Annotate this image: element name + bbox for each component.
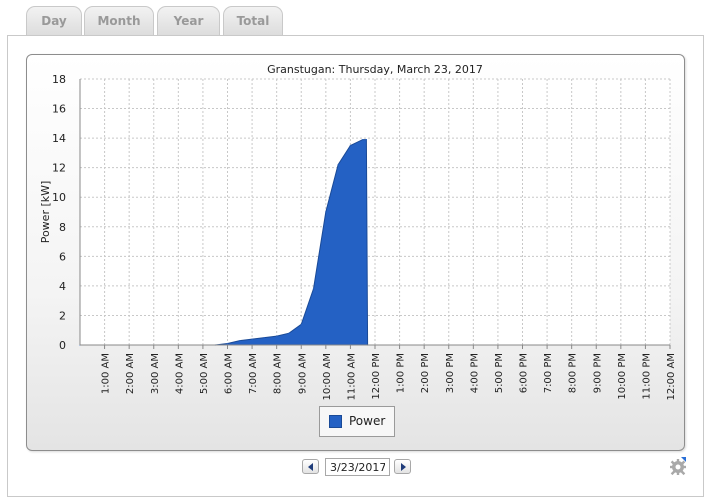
x-tick-label: 2:00 AM [125,353,136,394]
data-point [251,338,253,340]
y-tick-label: 10 [52,191,66,204]
x-tick-label: 8:00 PM [568,353,579,393]
previous-day-button[interactable] [302,459,319,474]
y-axis-label: Power [kW] [39,181,52,244]
tab-year[interactable]: Year [157,6,220,36]
x-tick-label: 3:00 AM [150,353,161,394]
x-tick-label: 10:00 AM [322,353,333,400]
legend-swatch-power [329,415,342,428]
x-tick-label: 5:00 AM [199,353,210,394]
tab-total[interactable]: Total [223,6,283,36]
data-point [226,342,229,345]
x-tick-label: 11:00 PM [641,353,652,400]
legend-label-power: Power [349,414,386,428]
date-input[interactable] [325,458,390,476]
y-tick-label: 6 [59,250,66,263]
x-tick-label: 3:00 PM [445,353,456,393]
y-tick-label: 12 [52,162,66,175]
chart-legend: Power [319,406,395,437]
x-tick-label: 12:00 AM [666,353,677,400]
x-tick-label: 10:00 PM [617,353,628,400]
data-point [325,211,327,213]
x-tick-label: 12:00 PM [371,353,382,400]
gear-icon[interactable] [668,456,688,476]
data-point [300,323,302,325]
x-tick-label: 5:00 PM [494,353,505,393]
chevron-left-icon [308,463,313,471]
x-tick-label: 1:00 PM [396,353,407,393]
data-point [276,335,278,337]
area-series-power [80,139,369,346]
data-point [365,139,367,141]
chart-title: Granstugan: Thursday, March 23, 2017 [267,63,483,76]
next-day-button[interactable] [394,459,411,474]
data-point [288,332,290,334]
y-tick-label: 0 [59,339,66,352]
x-tick-label: 11:00 AM [346,353,357,400]
data-point [239,340,241,342]
data-point [349,144,351,147]
data-point [263,337,265,339]
x-tick-label: 7:00 AM [248,353,259,394]
y-tick-label: 14 [52,132,66,145]
y-tick-label: 4 [59,280,66,293]
tab-day[interactable]: Day [26,6,82,36]
x-tick-label: 1:00 AM [101,353,112,394]
y-tick-label: 16 [52,103,66,116]
x-tick-label: 7:00 PM [543,353,554,393]
data-point [312,288,315,290]
y-tick-label: 8 [59,221,66,234]
x-tick-label: 9:00 AM [297,353,308,394]
x-tick-label: 9:00 PM [592,353,603,393]
x-tick-label: 6:00 PM [519,353,530,393]
chevron-right-icon [401,463,406,471]
x-tick-label: 2:00 PM [420,353,431,393]
x-tick-label: 8:00 AM [273,353,284,394]
x-tick-label: 4:00 AM [174,353,185,394]
y-tick-label: 18 [52,73,66,86]
x-tick-label: 4:00 PM [469,353,480,393]
data-point [337,164,339,166]
y-tick-label: 2 [59,309,66,322]
data-point [362,139,364,141]
x-tick-label: 6:00 AM [224,353,235,394]
tab-month[interactable]: Month [84,6,154,36]
